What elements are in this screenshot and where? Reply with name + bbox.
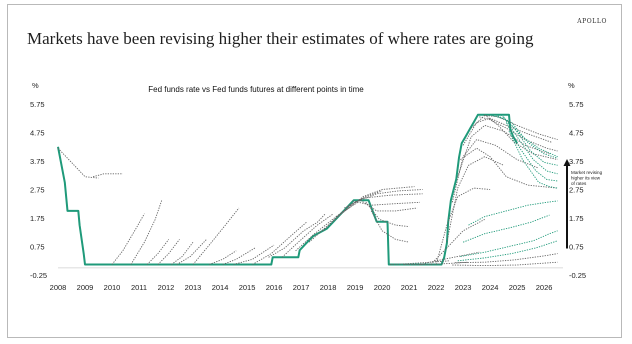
annotation-line-2: higher its view [571, 175, 601, 180]
annotation-arrowhead-icon [563, 159, 571, 166]
y-tick-left: 4.75 [30, 129, 45, 138]
x-tick-label: 2012 [158, 283, 175, 292]
chart-card: APOLLO Markets have been revising higher… [7, 4, 622, 338]
futures-curve-line [462, 214, 550, 243]
futures-curve-line [233, 244, 275, 265]
futures-curve-line [489, 114, 558, 158]
x-tick-label: 2021 [401, 283, 418, 292]
futures-curve-line [468, 200, 558, 226]
futures-curve-line [457, 240, 558, 262]
fed-funds-rate-line [57, 113, 518, 266]
futures-curve-line [308, 190, 383, 243]
futures-curve-line [130, 199, 163, 265]
futures-curve-line [176, 239, 207, 265]
futures-curve-line [209, 250, 237, 265]
annotation-line-1: Market revising [571, 170, 603, 175]
futures-curve-line [365, 202, 410, 228]
y-tick-left: 5.75 [30, 100, 45, 109]
x-tick-label: 2020 [374, 283, 391, 292]
x-tick-label: 2024 [482, 283, 499, 292]
futures-curve-line [390, 260, 450, 265]
x-tick-label: 2015 [239, 283, 256, 292]
x-tick-label: 2011 [131, 283, 147, 292]
futures-curve-line [252, 221, 307, 265]
x-tick-label: 2016 [266, 283, 283, 292]
futures-curve-line [92, 173, 123, 178]
y-axis-right-unit: % [568, 81, 575, 90]
futures-curve-line [419, 251, 480, 265]
chart-title: Fed funds rate vs Fed funds futures at d… [148, 85, 364, 94]
x-tick-label: 2013 [185, 283, 202, 292]
futures-curve-line [295, 201, 359, 252]
futures-curve-line [503, 116, 558, 175]
x-tick-label: 2018 [320, 283, 337, 292]
futures-curve-line [352, 200, 420, 206]
futures-curve-line [111, 213, 145, 265]
x-tick-label: 2014 [212, 283, 229, 292]
futures-curve-line [157, 239, 180, 265]
y-axis-left-unit: % [32, 81, 39, 90]
futures-curve-line [430, 219, 485, 265]
futures-curve-line [57, 147, 99, 179]
futures-curve-line [470, 114, 558, 141]
y-tick-left: 2.75 [30, 186, 45, 195]
y-tick-left: 0.75 [30, 243, 45, 252]
y-tick-left: -0.25 [30, 271, 47, 280]
y-axis-left: 5.75 4.75 3.75 2.75 1.75 0.75 -0.25 [30, 100, 47, 280]
x-tick-label: 2019 [347, 283, 364, 292]
futures-curve-line [171, 241, 194, 265]
futures-curve-line [370, 210, 410, 243]
x-tick-label: 2017 [293, 283, 310, 292]
futures-curve-line [460, 147, 558, 189]
y-tick-right: 2.75 [569, 186, 584, 195]
futures-curve-line [435, 187, 491, 265]
futures-curve-line [446, 156, 504, 243]
x-tick-label: 2010 [104, 283, 121, 292]
futures-curve-line [500, 114, 558, 166]
brand-logo: APOLLO [577, 18, 607, 25]
x-tick-label: 2025 [509, 283, 526, 292]
rate-revision-annotation: Market revising higher its view of rates [563, 159, 603, 249]
x-axis: 2008 2009 2010 2011 2012 2013 2014 2015 2016 2017… [50, 267, 563, 292]
futures-curve-line [451, 139, 539, 203]
series-lines [57, 113, 558, 267]
y-tick-right: -0.25 [569, 271, 586, 280]
x-tick-label: 2023 [455, 283, 472, 292]
futures-curve-line [462, 117, 553, 146]
futures-curve-line [452, 261, 558, 267]
y-tick-left: 1.75 [30, 214, 45, 223]
y-tick-right: 4.75 [569, 129, 584, 138]
futures-curve-line [335, 189, 423, 217]
y-tick-left: 3.75 [30, 157, 45, 166]
futures-curve-line [460, 230, 558, 257]
futures-curve-line [479, 116, 558, 152]
x-tick-label: 2009 [77, 283, 94, 292]
annotation-line-3: of rates [571, 181, 587, 186]
futures-curve-line [403, 261, 469, 265]
futures-curve-line [192, 207, 240, 265]
futures-curve-line [146, 239, 170, 265]
x-tick-label: 2026 [536, 283, 553, 292]
y-tick-right: 0.75 [569, 243, 584, 252]
futures-curve-line [495, 114, 558, 159]
x-tick-label: 2022 [428, 283, 445, 292]
futures-curve-line [281, 213, 334, 258]
y-tick-right: 1.75 [569, 214, 584, 223]
futures-curve-line [457, 124, 550, 177]
y-tick-right: 5.75 [569, 100, 584, 109]
futures-curve-line [322, 186, 415, 232]
y-tick-right: 3.75 [569, 157, 584, 166]
chart-headline: Markets have been revising higher their … [27, 29, 534, 48]
futures-curve-line [344, 193, 423, 209]
x-tick-label: 2008 [50, 283, 67, 292]
y-axis-right: 5.75 4.75 3.75 2.75 1.75 0.75 -0.25 [569, 100, 586, 280]
futures-curve-line [508, 130, 558, 189]
